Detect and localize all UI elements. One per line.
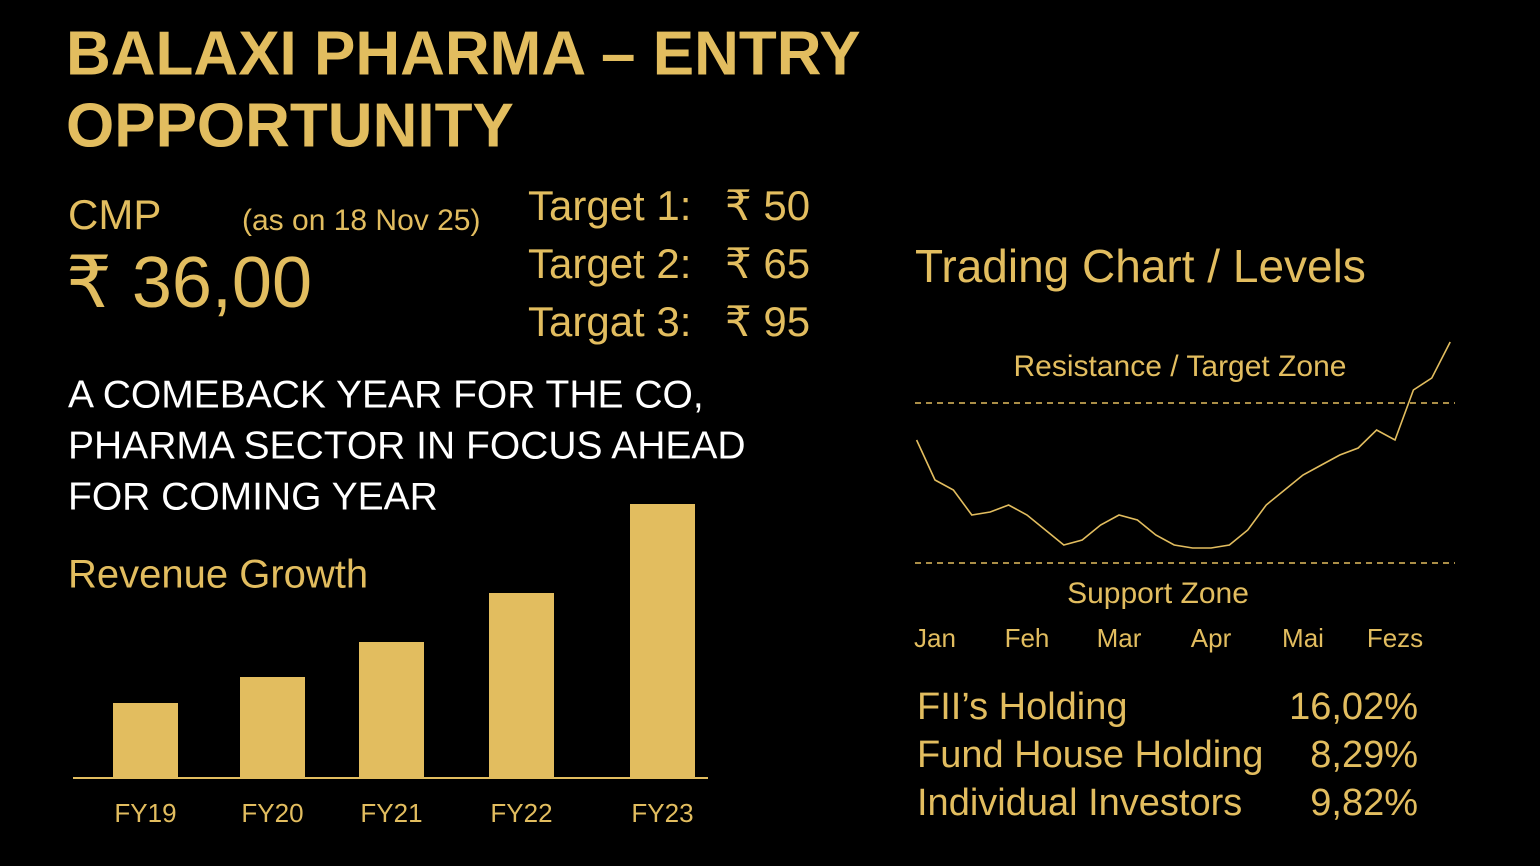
- target-value: ₹ 50: [725, 182, 810, 229]
- target-label: Target 2:: [528, 240, 691, 287]
- x-tick-label: FY23: [631, 798, 693, 828]
- headline: A COMEBACK YEAR FOR THE CO,: [68, 373, 704, 416]
- target-value: ₹ 95: [725, 298, 810, 345]
- target-label: Targat 3:: [528, 298, 691, 345]
- holding-label: FII’s Holding: [917, 686, 1128, 728]
- target-value: ₹ 65: [725, 240, 810, 287]
- holding-value: 9,82%: [1310, 782, 1418, 824]
- chart-title: Trading Chart / Levels: [915, 240, 1366, 292]
- bar: [359, 642, 424, 778]
- x-tick-label: Fezs: [1367, 623, 1423, 653]
- support-label: Support Zone: [1067, 577, 1249, 610]
- bar: [630, 504, 695, 778]
- cmp-label: CMP: [68, 191, 161, 238]
- x-tick-label: Mai: [1282, 623, 1324, 653]
- x-tick-label: FY19: [114, 798, 176, 828]
- holding-value: 8,29%: [1310, 734, 1418, 776]
- chart-title: Revenue Growth: [68, 553, 368, 597]
- price: ₹ 36,00: [66, 243, 312, 323]
- x-tick-label: Mar: [1097, 623, 1142, 653]
- x-tick-label: Feh: [1005, 623, 1050, 653]
- resistance-label: Resistance / Target Zone: [1014, 350, 1347, 383]
- bar: [489, 593, 554, 778]
- holding-label: Individual Investors: [917, 782, 1242, 824]
- title: OPPORTUNITY: [66, 91, 514, 160]
- x-tick-label: FY20: [241, 798, 303, 828]
- title: BALAXI PHARMA – ENTRY: [66, 19, 861, 88]
- holding-value: 16,02%: [1289, 686, 1418, 728]
- headline: FOR COMING YEAR: [68, 475, 438, 518]
- bar: [240, 677, 305, 778]
- x-tick-label: FY22: [490, 798, 552, 828]
- x-tick-label: FY21: [360, 798, 422, 828]
- x-tick-label: Apr: [1191, 623, 1232, 653]
- target-label: Target 1:: [528, 182, 691, 229]
- holding-label: Fund House Holding: [917, 734, 1263, 776]
- bar: [113, 703, 178, 778]
- x-tick-label: Jan: [914, 623, 956, 653]
- as-on-date: (as on 18 Nov 25): [242, 204, 480, 237]
- headline: PHARMA SECTOR IN FOCUS AHEAD: [68, 424, 746, 467]
- price-line: [915, 341, 1451, 549]
